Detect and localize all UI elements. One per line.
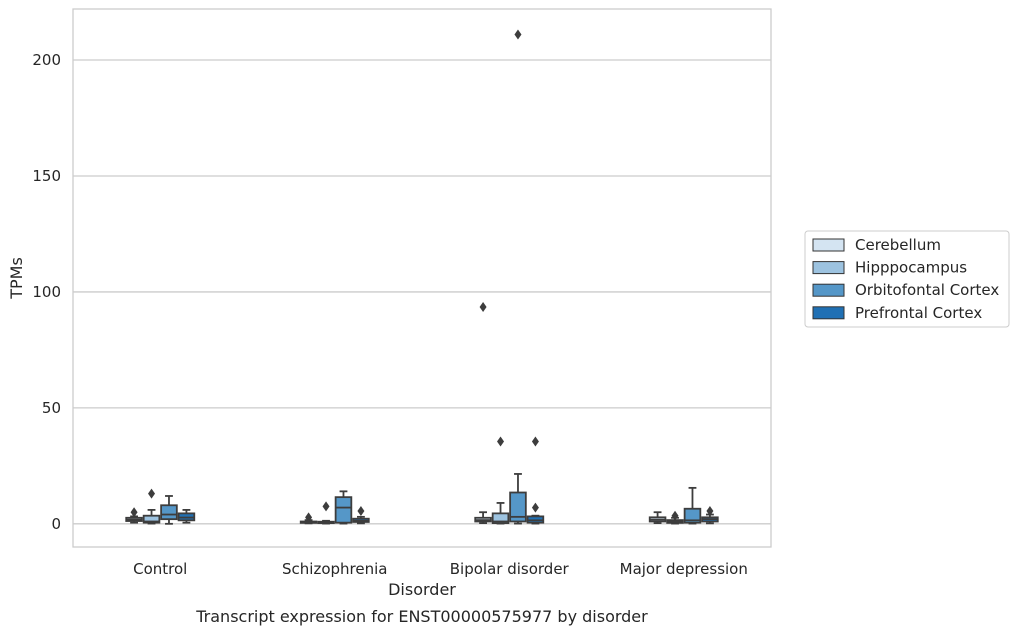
legend-label: Prefrontal Cortex <box>855 304 982 322</box>
box-group <box>299 512 318 525</box>
box-group <box>474 301 492 525</box>
x-tick-labels: Control Schizophrenia Bipolar disorder Majo… <box>133 560 748 578</box>
y-tick-label: 0 <box>51 515 61 533</box>
box <box>142 514 161 524</box>
box-group <box>648 511 667 525</box>
box <box>491 512 510 525</box>
box <box>160 504 178 521</box>
legend-label: Orbitofontal Cortex <box>855 281 999 299</box>
y-axis-title: TPMs <box>7 257 26 300</box>
box-group <box>317 501 335 525</box>
y-tick-labels: 0 50 100 150 200 <box>32 51 61 533</box>
legend: Cerebellum Hipppocampus Orbitofontal Corte… <box>804 230 1010 328</box>
y-tick-label: 200 <box>32 51 61 69</box>
box <box>334 496 353 524</box>
legend-label: Hipppocampus <box>855 259 967 277</box>
outlier-point <box>305 512 313 523</box>
plot-frame <box>72 8 772 548</box>
box-group <box>125 507 143 524</box>
x-tick-label: Major depression <box>620 560 748 578</box>
outlier-point <box>357 506 365 517</box>
box <box>683 507 702 524</box>
y-tick-label: 50 <box>42 399 61 417</box>
outlier-point <box>479 301 487 312</box>
box-group <box>352 506 370 525</box>
outlier-point <box>130 507 138 518</box>
box-group <box>491 436 510 525</box>
box-group <box>701 506 719 525</box>
boxes <box>125 29 719 525</box>
box-group <box>142 488 161 525</box>
outlier-point <box>706 506 714 517</box>
legend-swatch <box>812 238 845 252</box>
legend-items: Cerebellum Hipppocampus Orbitofontal Corte… <box>812 236 999 322</box>
outlier-point <box>531 436 539 447</box>
chart-caption: Transcript expression for ENST0000057597… <box>195 607 648 626</box>
box-group <box>160 495 178 525</box>
x-tick-label: Schizophrenia <box>282 560 387 578</box>
box-group <box>666 510 684 525</box>
y-tick-label: 150 <box>32 167 61 185</box>
box <box>509 491 527 523</box>
outlier-point <box>497 436 505 447</box>
box-group <box>177 508 196 524</box>
legend-frame <box>804 230 1010 328</box>
outlier-point <box>531 502 539 513</box>
outlier-point <box>514 29 522 40</box>
outlier-point <box>148 488 156 499</box>
x-tick-label: Bipolar disorder <box>450 560 570 578</box>
y-tick-label: 100 <box>32 283 61 301</box>
legend-swatch <box>812 283 845 297</box>
x-tick-label: Control <box>133 560 187 578</box>
box-group <box>683 486 702 525</box>
legend-swatch <box>812 261 845 275</box>
outlier-point <box>671 510 679 521</box>
outlier-point <box>322 501 330 512</box>
legend-label: Cerebellum <box>855 236 941 254</box>
box-group <box>334 490 353 525</box>
legend-swatch <box>812 306 845 320</box>
box-group <box>509 29 527 525</box>
x-axis-title: Disorder <box>388 580 456 599</box>
box-group <box>526 436 545 525</box>
